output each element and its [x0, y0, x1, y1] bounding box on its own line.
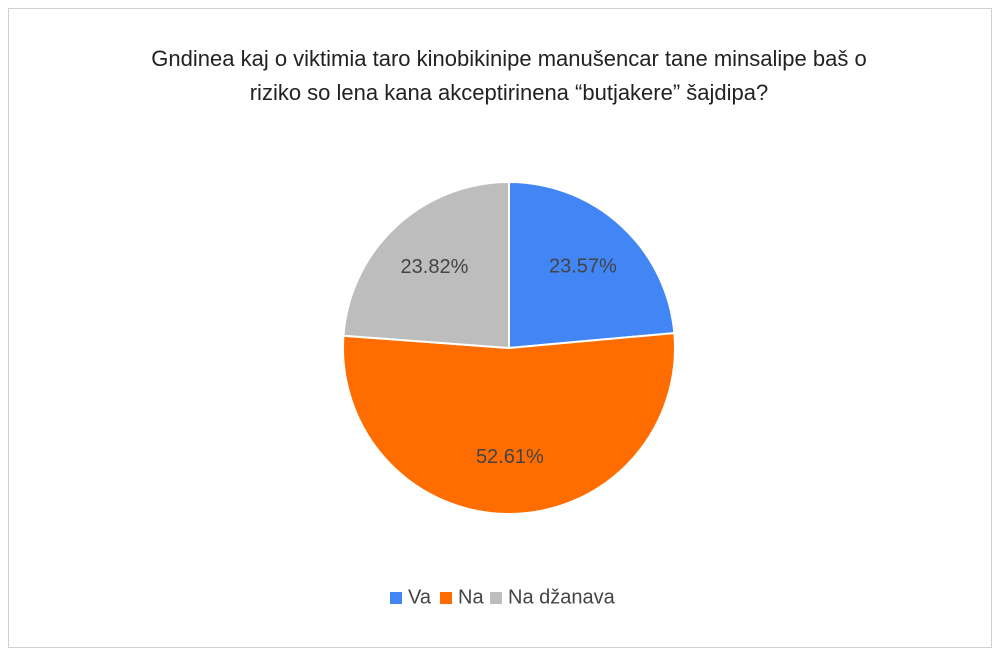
pie-slice	[342, 332, 676, 515]
chart-title: Gndinea kaj o viktimia taro kinobikinipe…	[151, 46, 867, 105]
legend-label: Va	[408, 586, 432, 608]
data-label: 23.57%	[549, 255, 617, 277]
legend-swatch	[490, 592, 502, 604]
pie-slice	[342, 180, 510, 350]
legend-label: Na	[458, 586, 484, 608]
page: Gndinea kaj o viktimia taro kinobikinipe…	[8, 8, 992, 648]
legend-swatch	[390, 592, 402, 604]
legend-label: Na džanava	[508, 586, 616, 608]
data-label: 52.61%	[476, 446, 544, 468]
data-label: 23.82%	[401, 256, 469, 278]
legend-swatch	[440, 592, 452, 604]
chart: 23.57% 52.61% 23.82% Va Na Na džanava	[342, 180, 676, 608]
pie-slice	[508, 180, 676, 350]
